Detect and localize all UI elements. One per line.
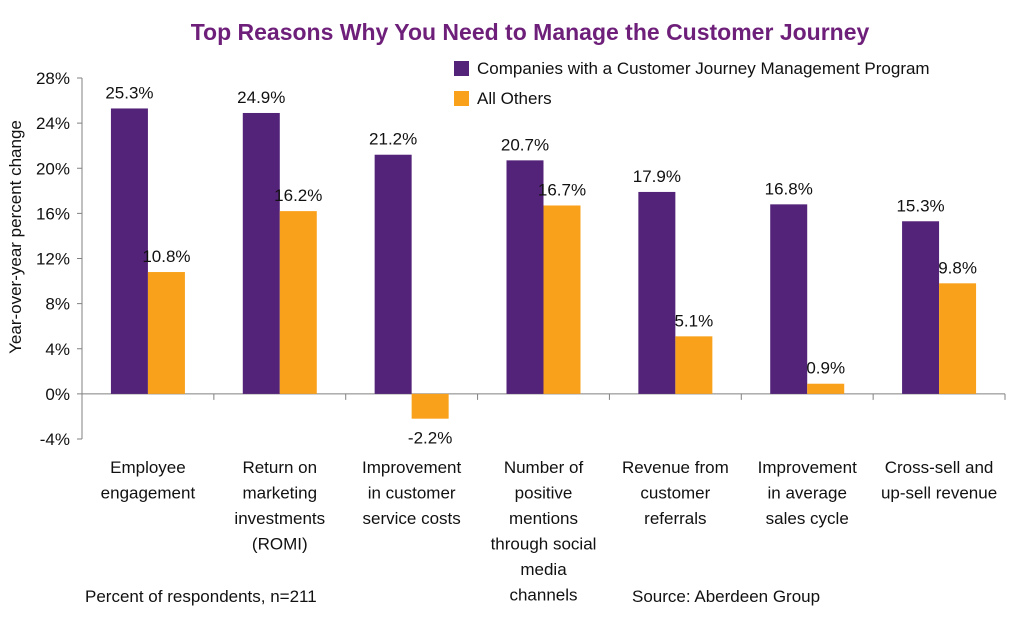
bar-all-others [543, 205, 581, 394]
y-tick-label: 8% [45, 295, 70, 314]
category-label-line: in average [768, 484, 847, 503]
y-tick-label: 16% [36, 204, 70, 223]
y-axis: -4% 0% 4% 8% 12% 16% 20% 24% 28% [36, 69, 83, 449]
category-label-line: up-sell revenue [881, 484, 997, 503]
legend: Companies with a Customer Journey Manage… [454, 59, 930, 108]
category-label-line: Return on [242, 458, 317, 477]
data-label-companies: 24.9% [237, 88, 285, 107]
category-labels: Employee engagement Return on marketing inve… [101, 458, 998, 605]
category-label-line: investments [234, 509, 325, 528]
data-label-all-others: 5.1% [674, 311, 713, 330]
data-label-companies: 15.3% [896, 196, 944, 215]
legend-swatch-all-others [454, 91, 469, 106]
category-label-line: media [520, 560, 567, 579]
data-label-all-others: 16.7% [538, 180, 586, 199]
y-tick-label: 20% [36, 159, 70, 178]
category-label-line: Employee [110, 458, 186, 477]
bar-all-others [411, 393, 449, 419]
category-label-line: Improvement [362, 458, 461, 477]
y-tick-label: 28% [36, 69, 70, 88]
data-label-all-others: 0.9% [806, 359, 845, 378]
data-label-all-others: 10.8% [142, 247, 190, 266]
category-label: Employee engagement [101, 458, 196, 503]
category-label: Revenue from customer referrals [622, 458, 729, 528]
category-label: Improvement in average sales cycle [758, 458, 857, 528]
bar-all-others [279, 211, 317, 394]
x-axis [81, 393, 1006, 400]
legend-label-all-others: All Others [477, 89, 552, 108]
bar-all-others [147, 272, 185, 394]
data-label-companies: 17.9% [633, 167, 681, 186]
legend-label-companies: Companies with a Customer Journey Manage… [477, 59, 930, 78]
category-label: Return on marketing investments (ROMI) [234, 458, 325, 554]
y-tick-label: 24% [36, 114, 70, 133]
category-label-line: in customer [368, 484, 456, 503]
bar-companies [242, 112, 280, 394]
category-label: Cross-sell and up-sell revenue [881, 458, 997, 503]
data-label-all-others: 16.2% [274, 186, 322, 205]
bars [110, 108, 977, 419]
data-label-companies: 20.7% [501, 135, 549, 154]
data-label-companies: 25.3% [105, 83, 153, 102]
legend-swatch-companies [454, 61, 469, 76]
bar-all-others [939, 283, 977, 394]
footnote-source: Source: Aberdeen Group [632, 587, 820, 606]
category-label-line: channels [509, 586, 577, 605]
footnote-respondents: Percent of respondents, n=211 [85, 587, 317, 606]
category-label-line: Number of [504, 458, 584, 477]
data-label-companies: 21.2% [369, 130, 417, 149]
category-label: Number of positive mentions through social m… [491, 458, 597, 605]
category-label-line: engagement [101, 484, 196, 503]
bar-all-others [807, 383, 845, 394]
y-tick-label: 4% [45, 340, 70, 359]
bar-companies [110, 108, 148, 394]
bar-companies [374, 154, 412, 394]
data-labels: 25.3% 10.8% 24.9% 16.2% 21.2% -2.2% 20.7% 16.7%… [105, 83, 977, 447]
category-label-line: referrals [644, 509, 706, 528]
bar-companies [638, 191, 676, 394]
category-label: Improvement in customer service costs [362, 458, 461, 528]
bar-companies [506, 160, 544, 394]
category-label-line: marketing [242, 484, 317, 503]
data-label-all-others: 9.8% [938, 258, 977, 277]
category-label-line: positive [515, 484, 573, 503]
chart-title: Top Reasons Why You Need to Manage the C… [191, 19, 870, 45]
category-label-line: Cross-sell and [885, 458, 994, 477]
data-label-companies: 16.8% [765, 179, 813, 198]
data-label-all-others: -2.2% [408, 429, 452, 448]
category-label-line: customer [640, 484, 710, 503]
category-label-line: Improvement [758, 458, 857, 477]
category-label-line: (ROMI) [252, 535, 308, 554]
category-label-line: service costs [363, 509, 461, 528]
category-label-line: sales cycle [766, 509, 849, 528]
y-tick-label: 12% [36, 250, 70, 269]
y-tick-label: -4% [40, 430, 70, 449]
category-label-line: mentions [509, 509, 578, 528]
category-label-line: through social [491, 535, 597, 554]
bar-companies [902, 221, 940, 394]
y-axis-label: Year-over-year percent change [6, 120, 25, 354]
y-tick-label: 0% [45, 385, 70, 404]
category-label-line: Revenue from [622, 458, 729, 477]
bar-companies [770, 204, 808, 394]
bar-all-others [675, 336, 713, 394]
